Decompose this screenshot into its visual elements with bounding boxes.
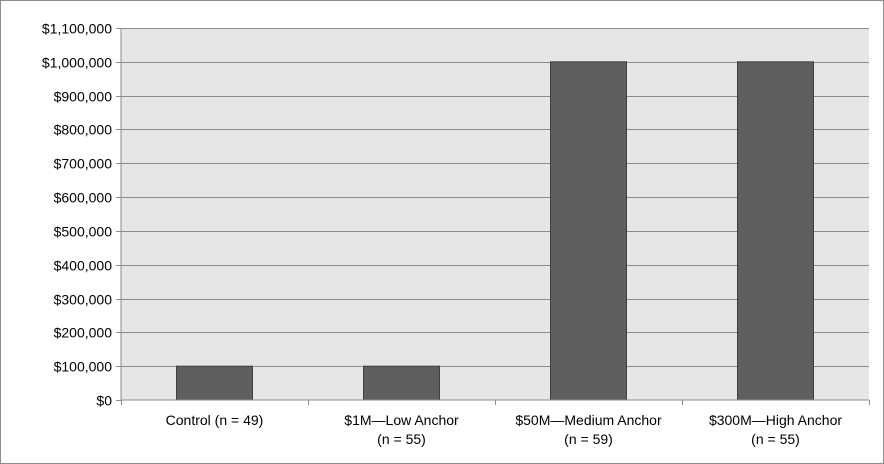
y-tick-label: $1,000,000	[42, 55, 112, 71]
x-tick-label: $1M—Low Anchor (n = 55)	[344, 412, 459, 447]
bar	[550, 61, 627, 401]
x-axis-ticks: Control (n = 49) $1M—Low Anchor (n = 55) $5…	[121, 400, 870, 447]
y-tick-label: $800,000	[54, 122, 113, 138]
x-tick-label: Control (n = 49)	[166, 412, 264, 428]
y-tick-label: $300,000	[54, 292, 113, 308]
bar	[363, 365, 440, 401]
y-axis-ticks: $0 $100,000 $200,000 $300,000 $400,000 $500,0…	[42, 21, 121, 409]
y-tick-label: $400,000	[54, 258, 113, 274]
y-tick-label: $1,100,000	[42, 21, 112, 37]
x-tick-label: $50M—Medium Anchor (n = 59)	[515, 412, 662, 447]
y-tick-label: $700,000	[54, 156, 113, 172]
x-tick-label: $300M—High Anchor (n = 55)	[709, 412, 842, 447]
y-tick-label: $100,000	[54, 359, 113, 375]
y-tick-label: $500,000	[54, 224, 113, 240]
y-tick-label: $600,000	[54, 190, 113, 206]
y-tick-label: $200,000	[54, 325, 113, 341]
bars	[176, 61, 814, 401]
y-tick-label: $900,000	[54, 89, 113, 105]
bar	[737, 61, 814, 401]
y-tick-label: $0	[96, 393, 112, 409]
bar	[176, 365, 253, 401]
